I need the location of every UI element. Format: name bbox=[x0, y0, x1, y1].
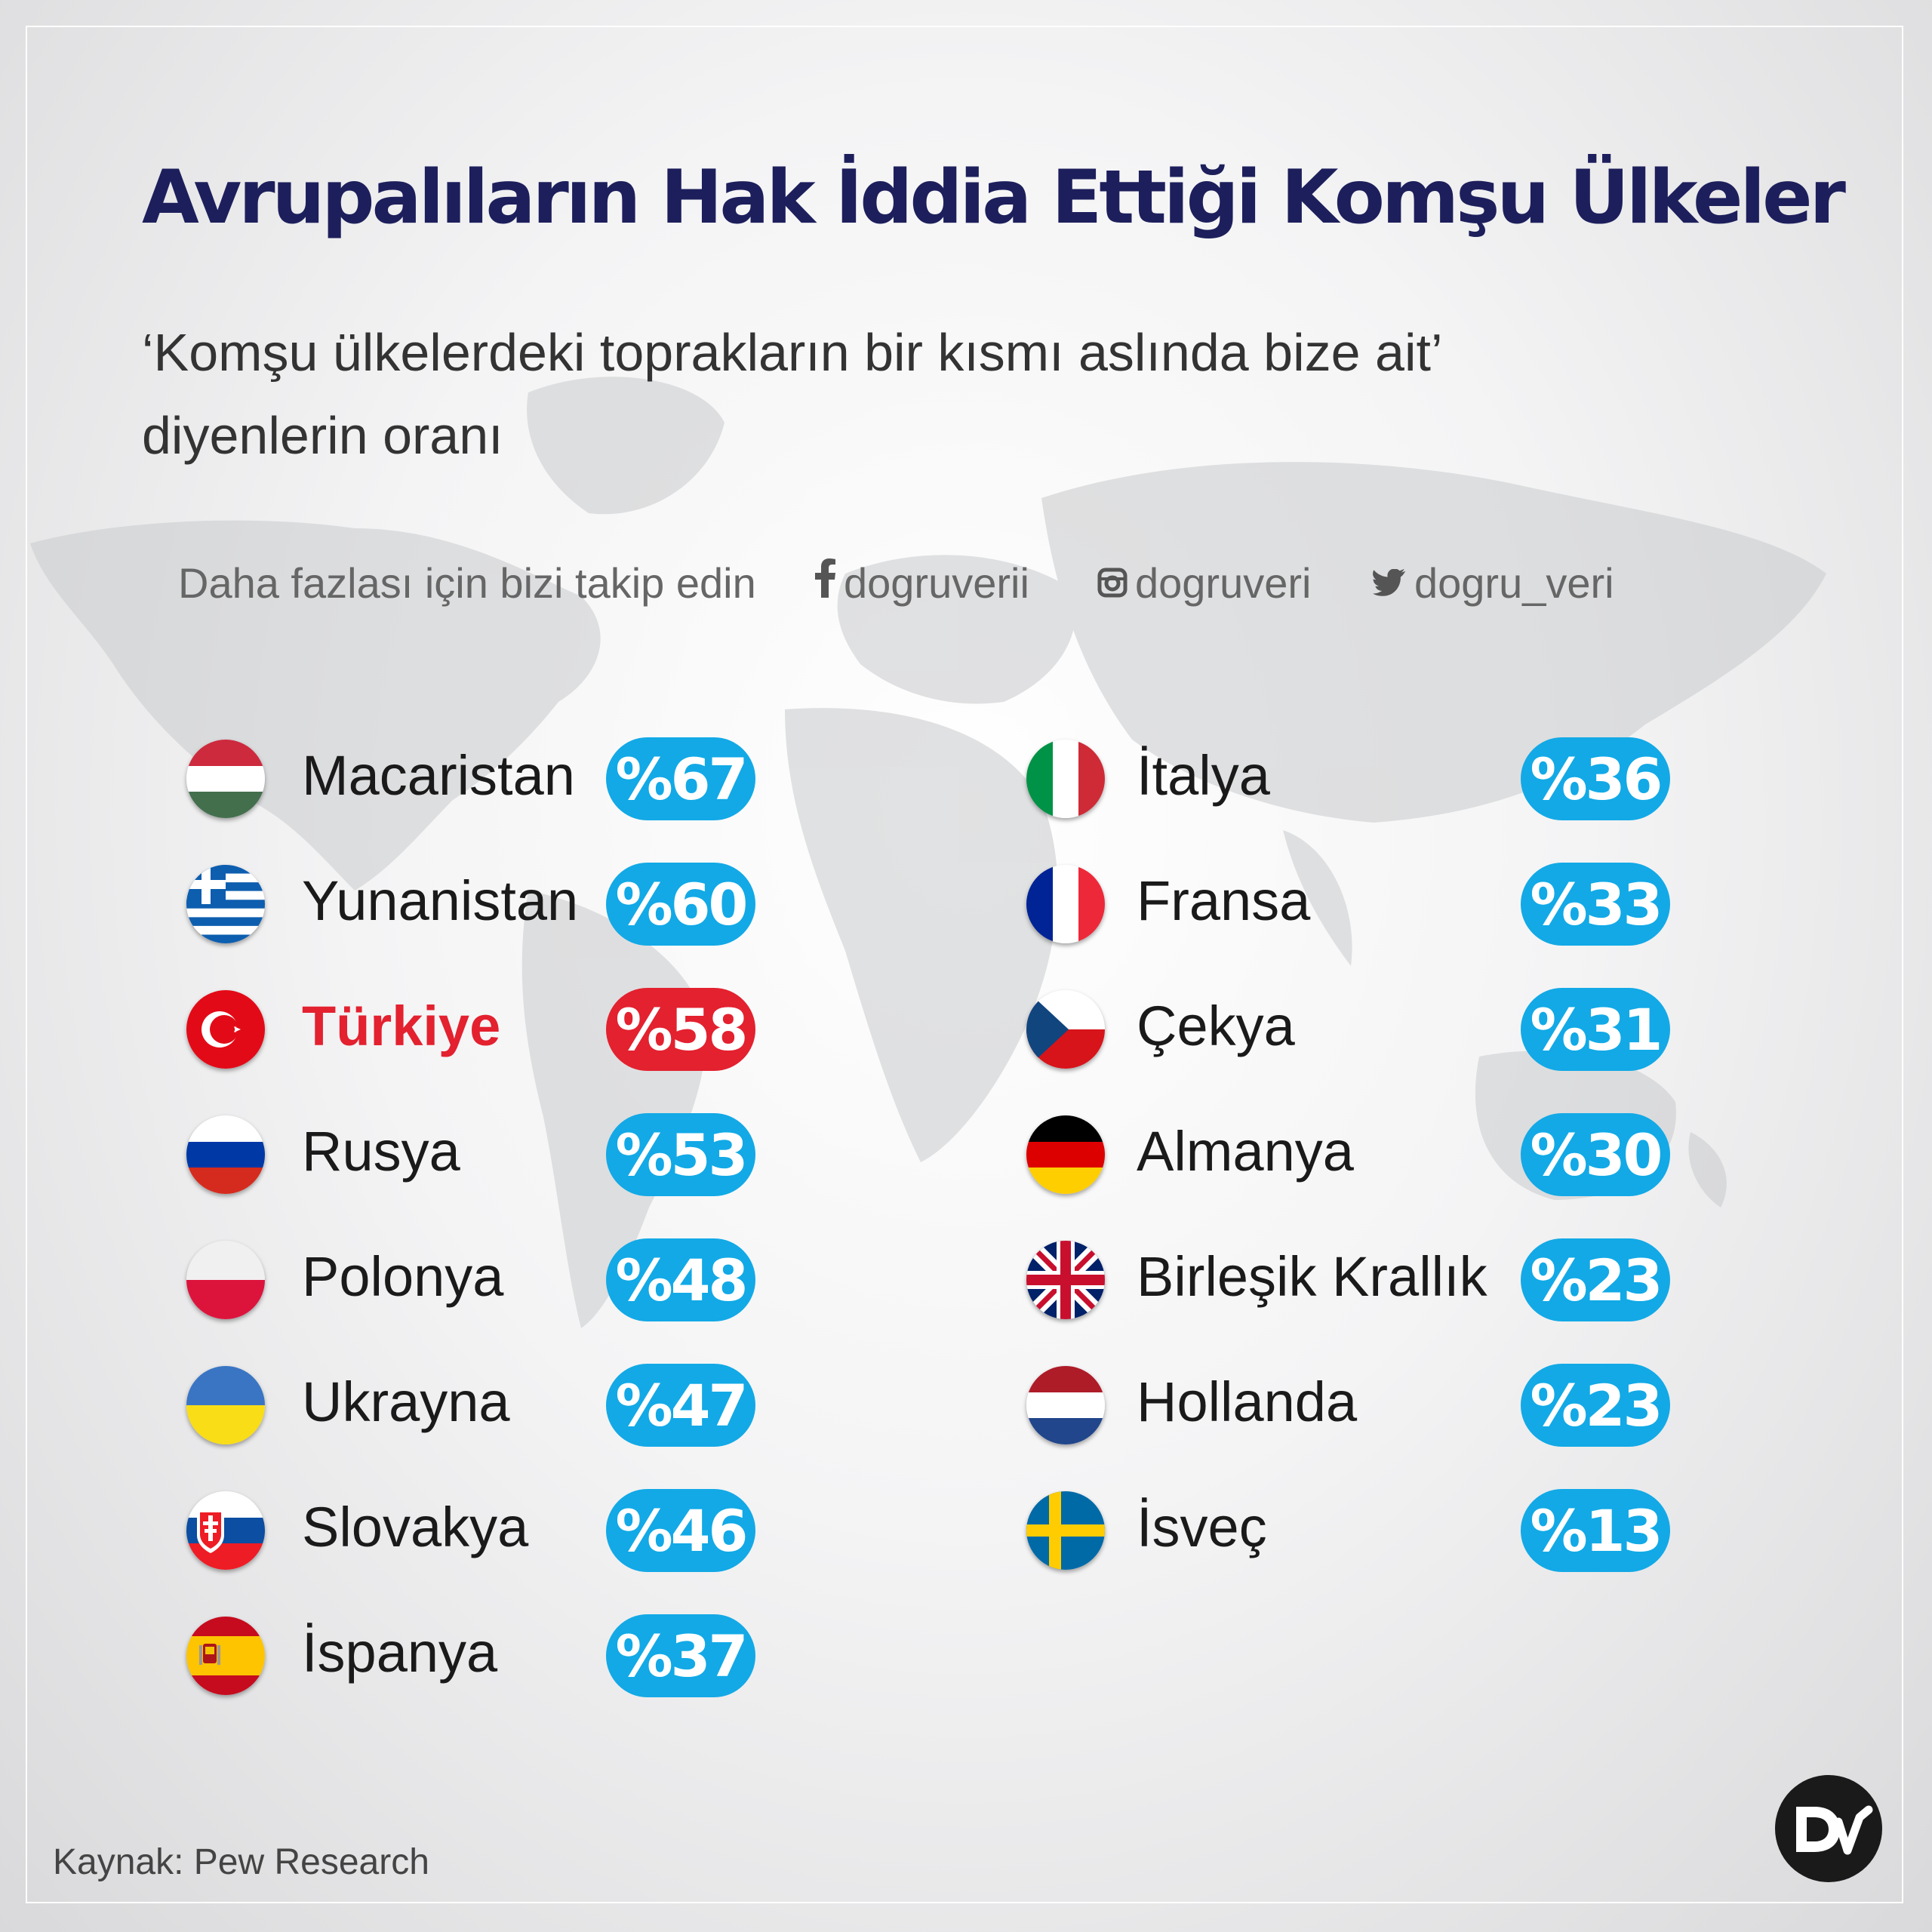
percentage-badge: %37 bbox=[606, 1614, 755, 1697]
percentage-badge: %23 bbox=[1521, 1238, 1670, 1321]
page-title: Avrupalıların Hak İddia Ettiği Komşu Ülk… bbox=[142, 155, 1846, 241]
facebook-icon bbox=[814, 558, 836, 608]
percentage-badge: %36 bbox=[1521, 737, 1670, 820]
country-name: Macaristan bbox=[302, 744, 575, 807]
italy-flag-icon bbox=[1026, 740, 1105, 818]
percentage-badge: %48 bbox=[606, 1238, 755, 1321]
twitter-icon bbox=[1372, 558, 1407, 608]
germany-flag-icon bbox=[1026, 1115, 1105, 1194]
percentage-badge: %58 bbox=[606, 988, 755, 1071]
twitter-link[interactable]: dogru_veri bbox=[1372, 558, 1614, 608]
country-name: İspanya bbox=[302, 1621, 498, 1684]
subtitle-line-1: ‘Komşu ülkelerdeki toprakların bir kısmı… bbox=[142, 323, 1443, 382]
country-name: Çekya bbox=[1137, 995, 1295, 1057]
russia-flag-icon bbox=[186, 1115, 265, 1194]
uk-flag-icon bbox=[1026, 1241, 1105, 1319]
netherlands-flag-icon bbox=[1026, 1366, 1105, 1444]
percentage-badge: %46 bbox=[606, 1489, 755, 1572]
country-name: Slovakya bbox=[302, 1496, 529, 1558]
sweden-flag-icon bbox=[1026, 1491, 1105, 1570]
percentage-badge: %60 bbox=[606, 863, 755, 946]
slovakia-flag-icon bbox=[186, 1491, 265, 1570]
subtitle-line-2: diyenlerin oranı bbox=[142, 406, 503, 465]
percentage-badge: %31 bbox=[1521, 988, 1670, 1071]
hungary-flag-icon bbox=[186, 740, 265, 818]
country-name: Yunanistan bbox=[302, 869, 579, 932]
instagram-icon bbox=[1097, 558, 1128, 608]
country-name: Almanya bbox=[1137, 1120, 1354, 1183]
country-name: Hollanda bbox=[1137, 1371, 1358, 1433]
country-name: Ukrayna bbox=[302, 1371, 510, 1433]
source-note: Kaynak: Pew Research bbox=[53, 1842, 429, 1882]
facebook-link[interactable]: dogruverii bbox=[814, 558, 1029, 608]
country-name: İtalya bbox=[1137, 744, 1270, 807]
poland-flag-icon bbox=[186, 1241, 265, 1319]
country-name: İsveç bbox=[1137, 1496, 1267, 1558]
country-name: Birleşik Krallık bbox=[1137, 1245, 1487, 1308]
country-name: Türkiye bbox=[302, 995, 501, 1057]
country-name: Fransa bbox=[1137, 869, 1311, 932]
ukraine-flag-icon bbox=[186, 1366, 265, 1444]
turkey-flag-icon bbox=[186, 990, 265, 1069]
instagram-link[interactable]: dogruveri bbox=[1097, 558, 1311, 608]
facebook-handle: dogruverii bbox=[844, 559, 1029, 607]
frame-border bbox=[26, 26, 1903, 1903]
social-cta: Daha fazlası için bizi takip edin bbox=[178, 559, 756, 607]
country-name: Polonya bbox=[302, 1245, 504, 1308]
percentage-badge: %23 bbox=[1521, 1364, 1670, 1447]
percentage-badge: %13 bbox=[1521, 1489, 1670, 1572]
subtitle: ‘Komşu ülkelerdeki toprakların bir kısmı… bbox=[142, 311, 1727, 477]
percentage-badge: %30 bbox=[1521, 1113, 1670, 1196]
france-flag-icon bbox=[1026, 865, 1105, 943]
country-name: Rusya bbox=[302, 1120, 460, 1183]
percentage-badge: %53 bbox=[606, 1113, 755, 1196]
instagram-handle: dogruveri bbox=[1135, 559, 1312, 607]
percentage-badge: %47 bbox=[606, 1364, 755, 1447]
czechia-flag-icon bbox=[1026, 990, 1105, 1069]
spain-flag-icon bbox=[186, 1617, 265, 1695]
dv-logo bbox=[1775, 1775, 1882, 1882]
percentage-badge: %67 bbox=[606, 737, 755, 820]
greece-flag-icon bbox=[186, 865, 265, 943]
percentage-badge: %33 bbox=[1521, 863, 1670, 946]
twitter-handle: dogru_veri bbox=[1414, 559, 1614, 607]
